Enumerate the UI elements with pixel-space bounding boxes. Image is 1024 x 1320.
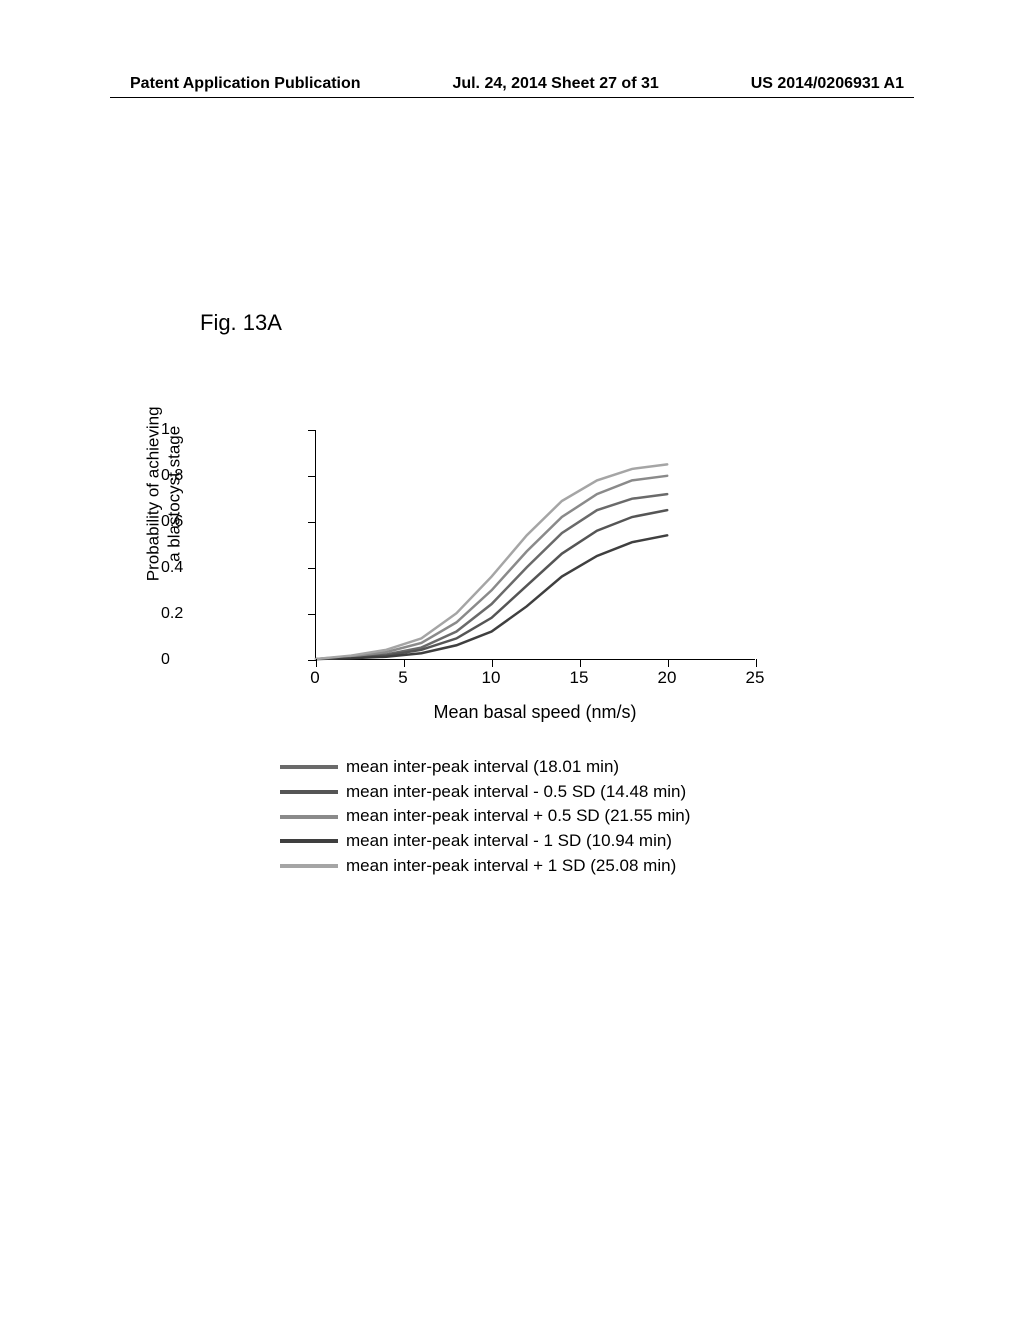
y-tick (308, 476, 316, 477)
header-divider (110, 97, 914, 98)
y-tick-label: 0 (161, 651, 303, 669)
x-axis-label: Mean basal speed (nm/s) (433, 702, 636, 723)
series-curve (316, 535, 667, 659)
legend-swatch (280, 839, 338, 843)
curves-svg (316, 430, 755, 659)
y-tick (308, 660, 316, 661)
chart: Probability of achieving a blastocyst st… (195, 430, 775, 750)
series-curve (316, 510, 667, 659)
y-tick (308, 614, 316, 615)
legend-label: mean inter-peak interval (18.01 min) (346, 755, 619, 780)
y-tick-label: 0.4 (161, 559, 303, 577)
legend-swatch (280, 765, 338, 769)
y-tick (308, 568, 316, 569)
y-tick-label: 0.2 (161, 605, 303, 623)
x-tick-label: 20 (658, 668, 677, 688)
header-center: Jul. 24, 2014 Sheet 27 of 31 (452, 75, 658, 93)
x-tick (580, 659, 581, 667)
series-curve (316, 464, 667, 659)
legend-item: mean inter-peak interval - 0.5 SD (14.48… (280, 780, 690, 805)
header-left: Patent Application Publication (130, 75, 361, 93)
y-tick-label: 0.6 (161, 513, 303, 531)
header-right: US 2014/0206931 A1 (751, 75, 904, 93)
x-tick-label: 15 (570, 668, 589, 688)
legend-swatch (280, 864, 338, 868)
y-tick (308, 430, 316, 431)
legend-label: mean inter-peak interval + 1 SD (25.08 m… (346, 854, 676, 879)
legend-label: mean inter-peak interval - 1 SD (10.94 m… (346, 829, 672, 854)
x-tick-label: 5 (398, 668, 407, 688)
y-tick-label: 0.8 (161, 467, 303, 485)
x-tick (404, 659, 405, 667)
x-tick (668, 659, 669, 667)
figure-label: Fig. 13A (200, 310, 282, 336)
x-tick-label: 0 (310, 668, 319, 688)
x-tick-label: 25 (746, 668, 765, 688)
x-tick (492, 659, 493, 667)
legend-swatch (280, 790, 338, 794)
legend-item: mean inter-peak interval - 1 SD (10.94 m… (280, 829, 690, 854)
x-tick (316, 659, 317, 667)
legend: mean inter-peak interval (18.01 min)mean… (280, 755, 690, 878)
patent-header: Patent Application Publication Jul. 24, … (0, 75, 1024, 93)
legend-item: mean inter-peak interval + 1 SD (25.08 m… (280, 854, 690, 879)
y-tick (308, 522, 316, 523)
plot-area (315, 430, 755, 660)
legend-label: mean inter-peak interval + 0.5 SD (21.55… (346, 804, 690, 829)
x-tick (756, 659, 757, 667)
y-tick-label: 1 (161, 421, 303, 439)
legend-item: mean inter-peak interval + 0.5 SD (21.55… (280, 804, 690, 829)
x-tick-label: 10 (482, 668, 501, 688)
legend-swatch (280, 815, 338, 819)
legend-item: mean inter-peak interval (18.01 min) (280, 755, 690, 780)
legend-label: mean inter-peak interval - 0.5 SD (14.48… (346, 780, 686, 805)
